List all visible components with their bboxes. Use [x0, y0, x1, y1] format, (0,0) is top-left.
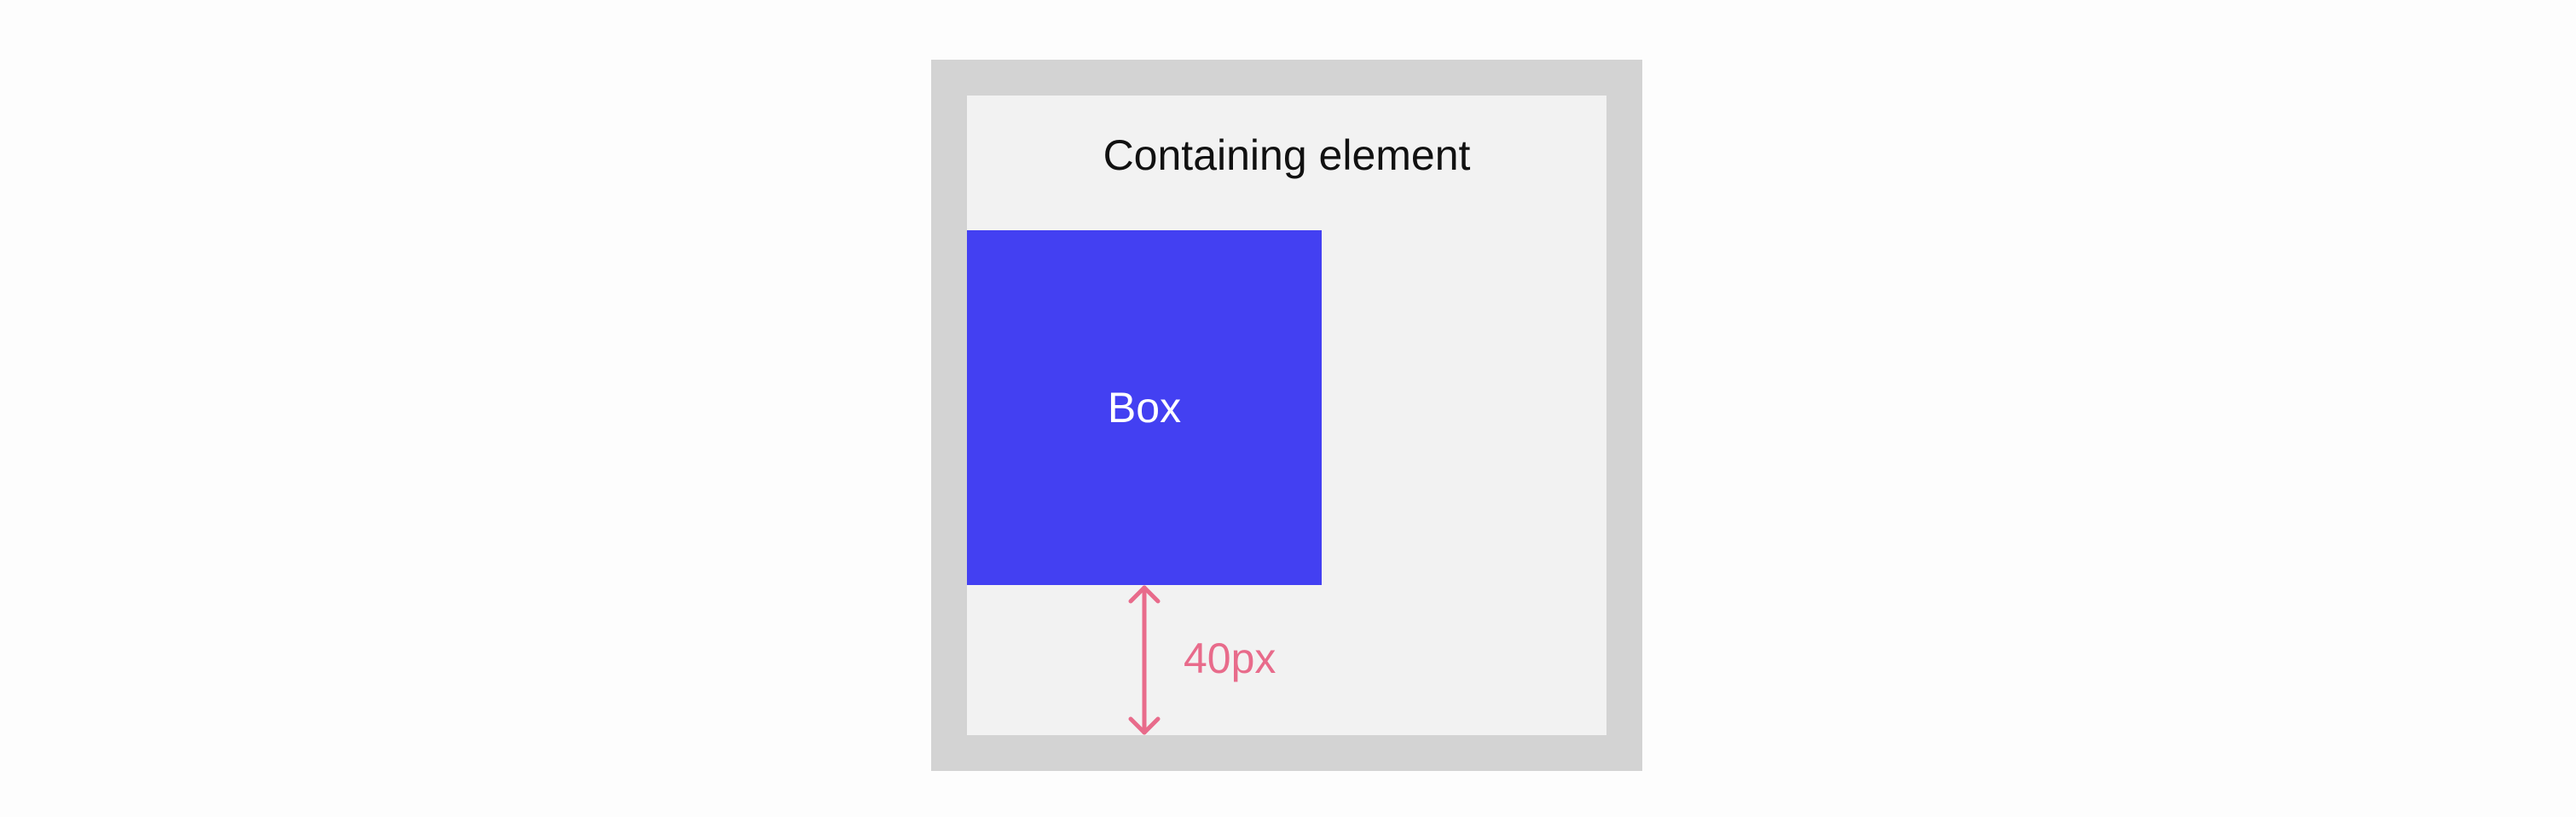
box-label: Box — [1107, 384, 1182, 432]
containing-element-label: Containing element — [1103, 131, 1471, 179]
containing-element: Containing element Box 40px — [967, 96, 1606, 735]
box: Box — [967, 230, 1322, 585]
containing-element-border: Containing element Box 40px — [931, 60, 1642, 771]
measurement-label: 40px — [1184, 634, 1276, 682]
double-headed-vertical-arrow-icon — [1128, 585, 1161, 735]
